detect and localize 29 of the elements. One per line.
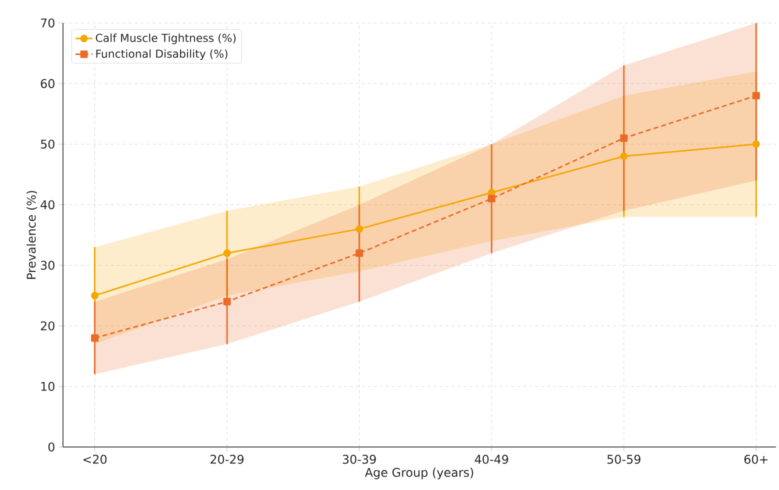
x-tick-label: <20 xyxy=(83,454,107,464)
x-tick-label: 60+ xyxy=(744,454,768,464)
y-axis-title: Prevalence (%) xyxy=(26,190,38,279)
y-tick-label: 20 xyxy=(40,321,54,330)
point xyxy=(356,249,364,257)
legend-label: Calf Muscle Tightness (%) xyxy=(96,34,236,44)
point xyxy=(91,292,98,300)
x-tick-label: 30-39 xyxy=(342,454,376,464)
y-tick-label: 60 xyxy=(40,79,54,88)
x-tick-label: 40-49 xyxy=(474,454,508,464)
point xyxy=(91,334,98,342)
point xyxy=(620,134,628,142)
point xyxy=(356,225,364,233)
y-tick-label: 50 xyxy=(40,140,54,149)
point xyxy=(752,92,760,100)
point xyxy=(488,194,496,202)
point xyxy=(752,140,760,148)
point xyxy=(223,249,231,257)
y-tick-label: 30 xyxy=(40,260,54,270)
x-axis-title: Age Group (years) xyxy=(364,468,474,480)
point xyxy=(620,152,628,160)
point xyxy=(223,298,231,306)
y-tick-label: 70 xyxy=(41,18,54,28)
y-tick-label: 40 xyxy=(40,200,54,210)
y-tick-label: 0 xyxy=(48,442,54,452)
x-tick-label: 20-29 xyxy=(210,454,244,464)
y-tick-label: 10 xyxy=(41,382,54,391)
legend-label: Functional Disability (%) xyxy=(96,49,228,60)
x-tick-label: 50-59 xyxy=(607,454,640,464)
